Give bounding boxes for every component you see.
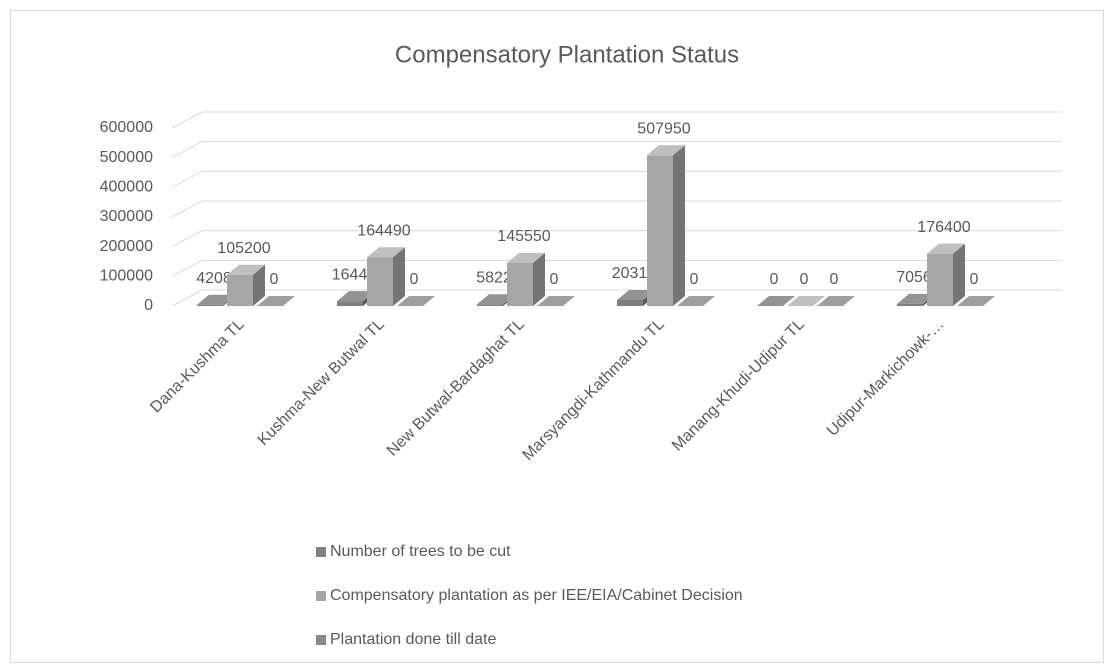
bar	[897, 303, 923, 306]
bar-top	[787, 296, 825, 306]
grid-line	[171, 111, 1062, 129]
bar-top	[367, 247, 405, 258]
data-label: 16449	[332, 266, 377, 283]
legend-label: Number of trees to be cut	[330, 543, 511, 560]
bar-top	[927, 243, 965, 254]
bar	[337, 301, 363, 306]
data-label: 4208	[196, 270, 232, 287]
y-tick-label: 500000	[100, 149, 153, 166]
bar	[617, 299, 643, 306]
bar	[367, 257, 393, 306]
data-label: 0	[800, 271, 809, 288]
bar-side	[253, 264, 265, 306]
data-label: 0	[270, 271, 279, 288]
bar-top	[397, 296, 435, 306]
bar	[507, 262, 533, 306]
data-label: 507950	[637, 121, 690, 138]
grid-line	[171, 170, 1062, 188]
legend-swatch	[316, 547, 326, 557]
legend-label: Plantation done till date	[330, 631, 496, 648]
grid-line	[171, 259, 1062, 277]
data-label: 20318	[612, 265, 657, 282]
bar-side	[533, 252, 545, 306]
bar-top	[817, 296, 855, 306]
bar-top	[647, 145, 685, 156]
legend-label: Compensatory plantation as per IEE/EIA/C…	[330, 587, 743, 604]
data-label: 0	[410, 271, 419, 288]
y-tick-label: 0	[144, 297, 153, 314]
bar	[647, 155, 673, 306]
bar-top	[477, 294, 515, 305]
data-label: 5822	[476, 269, 512, 286]
bar-top	[227, 264, 265, 275]
y-tick-label: 200000	[100, 238, 153, 255]
data-label: 7056	[896, 269, 932, 286]
bar-side	[673, 145, 685, 306]
bar-top	[507, 252, 545, 263]
bar	[477, 304, 503, 306]
bar-side	[953, 243, 965, 306]
chart-title: Compensatory Plantation Status	[395, 41, 739, 68]
data-label: 0	[970, 271, 979, 288]
data-label: 176400	[917, 219, 970, 236]
bar	[197, 304, 223, 306]
legend-swatch	[316, 591, 326, 601]
grid-line	[171, 141, 1062, 159]
bar-top	[537, 296, 575, 306]
y-tick-label: 400000	[100, 179, 153, 196]
data-label: 0	[550, 271, 559, 288]
data-label: 0	[770, 271, 779, 288]
grid-line	[171, 230, 1062, 248]
bar	[927, 253, 953, 306]
data-label: 0	[690, 271, 699, 288]
bar-top	[757, 296, 795, 306]
data-label: 145550	[497, 228, 550, 245]
grid-line	[171, 200, 1062, 218]
legend-swatch	[316, 635, 326, 645]
y-tick-label: 300000	[100, 208, 153, 225]
bar-top	[197, 294, 235, 305]
y-tick-label: 100000	[100, 268, 153, 285]
data-label: 164490	[357, 222, 410, 239]
bar-top	[257, 296, 295, 306]
grid-line	[171, 289, 1062, 307]
bar-top	[897, 293, 935, 304]
bar-side	[393, 247, 405, 306]
bar	[227, 274, 253, 306]
bar-top	[957, 296, 995, 306]
data-label: 105200	[217, 240, 270, 257]
data-label: 0	[830, 271, 839, 288]
y-tick-label: 600000	[100, 119, 153, 136]
bar-top	[677, 296, 715, 306]
chart-frame	[10, 10, 1104, 663]
bar-top	[337, 291, 375, 302]
bar-top	[617, 289, 655, 300]
